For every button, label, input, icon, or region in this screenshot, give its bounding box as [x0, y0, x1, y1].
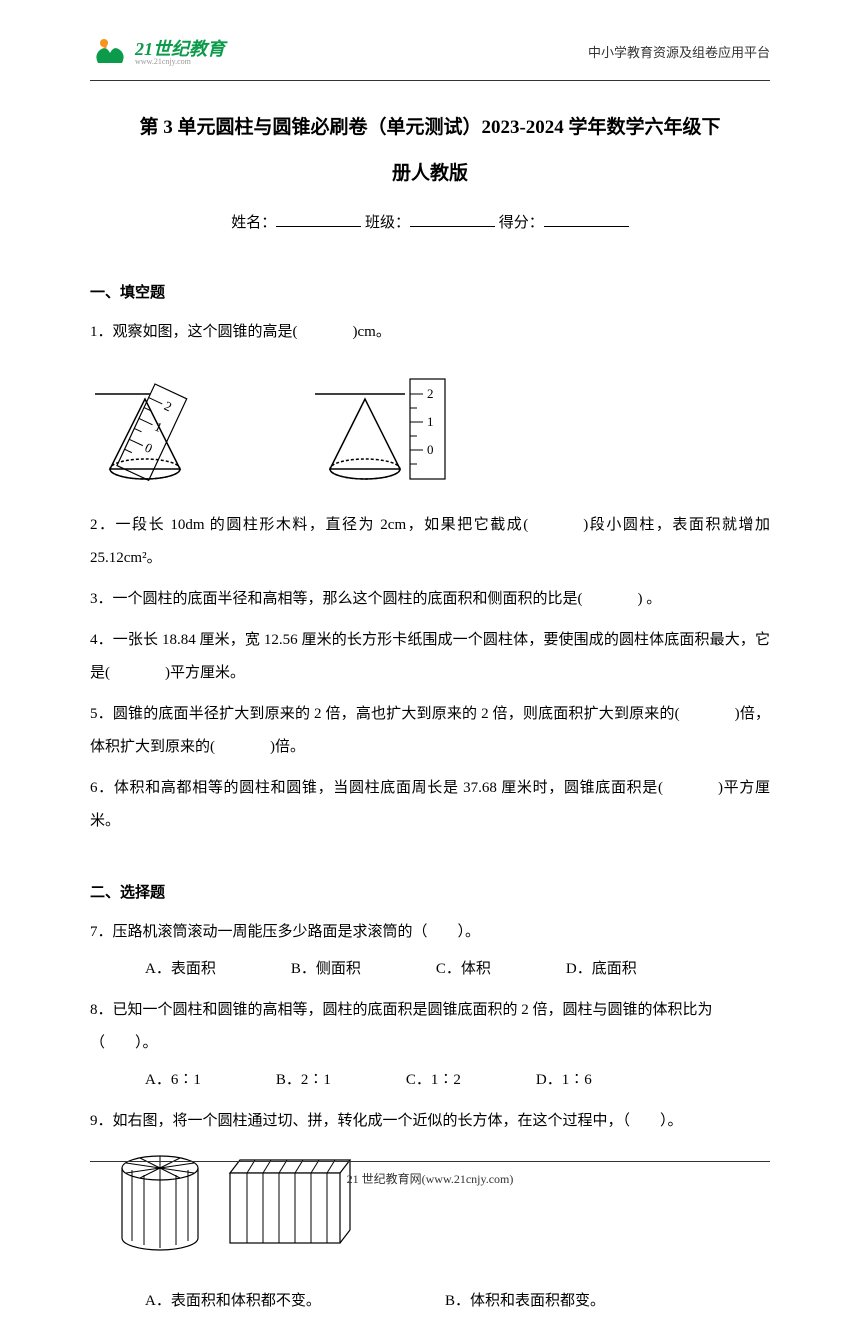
q6-text: 6．体积和高都相等的圆柱和圆锥，当圆柱底面周长是 37.68 厘米时，圆锥底面积…: [90, 780, 663, 796]
q3-text: 3．一个圆柱的底面半径和高相等，那么这个圆柱的底面积和侧面积的比是(: [90, 591, 583, 607]
cone-figure-left: 2 1 0: [90, 364, 260, 494]
class-label: 班级：: [365, 215, 410, 231]
cone-figures: 2 1 0 2 1 0: [90, 364, 770, 494]
q9-opt-a[interactable]: A．表面积和体积都不变。: [145, 1285, 445, 1318]
svg-text:1: 1: [427, 414, 434, 429]
q7-opt-b[interactable]: B．侧面积: [291, 953, 361, 986]
class-blank[interactable]: [410, 226, 495, 227]
logo-main-text: 21世纪教育: [135, 40, 225, 58]
question-7: 7．压路机滚筒滚动一周能压多少路面是求滚筒的（ ）。 A．表面积 B．侧面积 C…: [90, 916, 770, 986]
q8-opt-c[interactable]: C．1∶2: [406, 1064, 461, 1097]
q8-opt-d[interactable]: D．1∶6: [536, 1064, 592, 1097]
q7-options: A．表面积 B．侧面积 C．体积 D．底面积: [90, 953, 770, 986]
q3-end: ) 。: [638, 591, 662, 607]
question-1: 1．观察如图，这个圆锥的高是( )cm。: [90, 316, 770, 349]
score-blank[interactable]: [544, 226, 629, 227]
svg-text:2: 2: [427, 386, 434, 401]
svg-text:0: 0: [427, 442, 434, 457]
question-8: 8．已知一个圆柱和圆锥的高相等，圆柱的底面积是圆锥底面积的 2 倍，圆柱与圆锥的…: [90, 994, 770, 1097]
q2-text: 2．一段长 10dm 的圆柱形木料，直径为 2cm，如果把它截成(: [90, 517, 528, 533]
q1-unit: )cm。: [353, 324, 391, 340]
cone-figure-right: 2 1 0: [310, 364, 480, 494]
q9-text: 9．如右图，将一个圆柱通过切、拼，转化成一个近似的长方体，在这个过程中，（ ）。: [90, 1105, 770, 1138]
q8-text: 8．已知一个圆柱和圆锥的高相等，圆柱的底面积是圆锥底面积的 2 倍，圆柱与圆锥的…: [90, 994, 770, 1060]
header-right-text: 中小学教育资源及组卷应用平台: [588, 40, 770, 66]
q8-opt-b[interactable]: B．2∶1: [276, 1064, 331, 1097]
q8-opt-a[interactable]: A．6∶1: [145, 1064, 201, 1097]
q7-text: 7．压路机滚筒滚动一周能压多少路面是求滚筒的（ ）。: [90, 916, 770, 949]
q8-options: A．6∶1 B．2∶1 C．1∶2 D．1∶6: [90, 1064, 770, 1097]
q7-opt-d[interactable]: D．底面积: [566, 953, 637, 986]
score-label: 得分：: [499, 215, 544, 231]
question-9: 9．如右图，将一个圆柱通过切、拼，转化成一个近似的长方体，在这个过程中，（ ）。: [90, 1105, 770, 1318]
main-title-line2: 册人教版: [90, 155, 770, 193]
logo-container: 21世纪教育 www.21cnjy.com: [90, 35, 225, 70]
q4-end: )平方厘米。: [165, 665, 245, 681]
name-label: 姓名：: [231, 215, 276, 231]
logo-text: 21世纪教育 www.21cnjy.com: [135, 40, 225, 66]
question-3: 3．一个圆柱的底面半径和高相等，那么这个圆柱的底面积和侧面积的比是( ) 。: [90, 583, 770, 616]
q7-opt-c[interactable]: C．体积: [436, 953, 491, 986]
page-header: 21世纪教育 www.21cnjy.com 中小学教育资源及组卷应用平台: [0, 0, 860, 80]
q7-opt-a[interactable]: A．表面积: [145, 953, 216, 986]
question-2: 2．一段长 10dm 的圆柱形木料，直径为 2cm，如果把它截成()段小圆柱，表…: [90, 509, 770, 575]
logo-icon: [90, 35, 130, 70]
q5-text: 5．圆锥的底面半径扩大到原来的 2 倍，高也扩大到原来的 2 倍，则底面积扩大到…: [90, 706, 680, 722]
footer-text: 21 世纪教育网(www.21cnjy.com): [347, 1172, 514, 1186]
q9-options: A．表面积和体积都不变。 B．体积和表面积都变。: [90, 1285, 770, 1318]
logo-sub-text: www.21cnjy.com: [135, 58, 225, 66]
main-title-line1: 第 3 单元圆柱与圆锥必刷卷（单元测试）2023-2024 学年数学六年级下: [90, 111, 770, 145]
section2-title: 二、选择题: [90, 878, 770, 908]
student-form: 姓名： 班级： 得分：: [90, 208, 770, 238]
content-area: 第 3 单元圆柱与圆锥必刷卷（单元测试）2023-2024 学年数学六年级下 册…: [0, 81, 860, 1318]
q5-end: )倍。: [270, 739, 305, 755]
q9-opt-b[interactable]: B．体积和表面积都变。: [445, 1285, 745, 1318]
question-4: 4．一张长 18.84 厘米，宽 12.56 厘米的长方形卡纸围成一个圆柱体，要…: [90, 624, 770, 690]
name-blank[interactable]: [276, 226, 361, 227]
q1-text: 1．观察如图，这个圆锥的高是(: [90, 324, 298, 340]
question-5: 5．圆锥的底面半径扩大到原来的 2 倍，高也扩大到原来的 2 倍，则底面积扩大到…: [90, 698, 770, 764]
footer-divider: [90, 1161, 770, 1162]
section1-title: 一、填空题: [90, 278, 770, 308]
question-6: 6．体积和高都相等的圆柱和圆锥，当圆柱底面周长是 37.68 厘米时，圆锥底面积…: [90, 772, 770, 838]
page-footer: 21 世纪教育网(www.21cnjy.com): [0, 1161, 860, 1191]
